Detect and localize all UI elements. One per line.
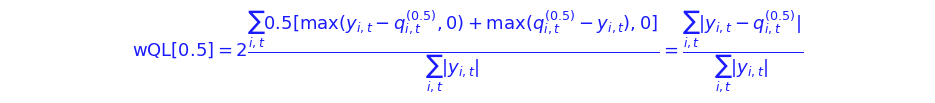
Text: $\mathrm{wQL}[0.5] = 2\dfrac{\sum_{i,t} 0.5[\max(y_{i,t} - q_{i,t}^{(0.5)}, 0) +: $\mathrm{wQL}[0.5] = 2\dfrac{\sum_{i,t} … xyxy=(132,8,803,95)
